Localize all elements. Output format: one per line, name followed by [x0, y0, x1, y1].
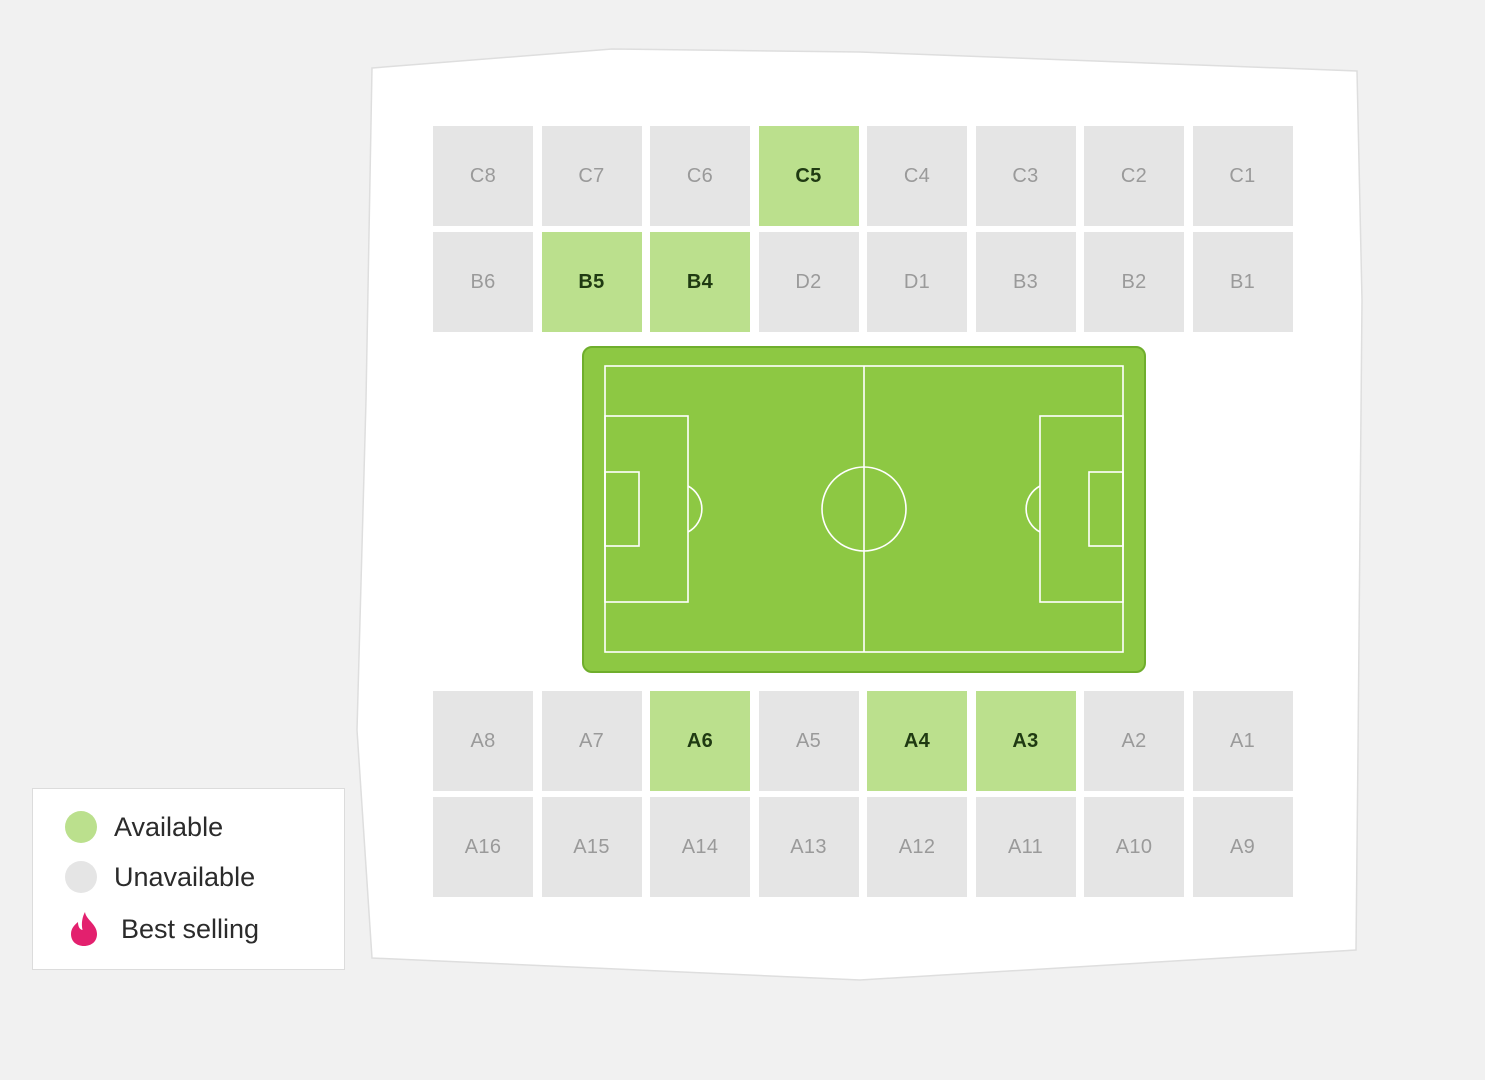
seat-row-a-bottom: A16 A15 A14 A13 A12 A11 A10 A9 — [433, 797, 1293, 897]
seat-block-a3[interactable]: A3 — [975, 691, 1076, 791]
seat-row-c: C8 C7 C6 C5 C4 C3 C2 C1 — [433, 126, 1293, 226]
seat-block-a10: A10 — [1084, 797, 1184, 897]
seat-block-c3: C3 — [975, 126, 1076, 226]
seat-row-b: B6 B5 B4 D2 D1 B3 B2 B1 — [433, 232, 1293, 332]
legend-label-available: Available — [114, 811, 224, 842]
seat-block-b1: B1 — [1192, 232, 1293, 332]
seat-block-a13: A13 — [758, 797, 859, 897]
legend-label-unavailable: Unavailable — [114, 861, 256, 892]
legend-item-unavailable: Unavailable — [65, 861, 255, 893]
seat-block-c1: C1 — [1192, 126, 1293, 226]
seat-block-b5[interactable]: B5 — [541, 232, 642, 332]
seat-block-b6: B6 — [433, 232, 533, 332]
seat-block-c5[interactable]: C5 — [758, 126, 859, 226]
seat-block-a12: A12 — [867, 797, 967, 897]
seat-block-a9: A9 — [1192, 797, 1293, 897]
seat-block-a15: A15 — [541, 797, 642, 897]
seat-legend: Available Unavailable Best selling — [32, 788, 345, 970]
legend-item-best-selling: Best selling — [68, 911, 259, 947]
legend-item-available: Available — [65, 811, 223, 843]
seat-block-a2: A2 — [1084, 691, 1184, 791]
seat-block-c8: C8 — [433, 126, 533, 226]
seat-block-a14: A14 — [650, 797, 750, 897]
seat-block-a7: A7 — [541, 691, 642, 791]
seat-block-d2: D2 — [758, 232, 859, 332]
seat-block-a8: A8 — [433, 691, 533, 791]
seat-block-a11: A11 — [975, 797, 1076, 897]
seat-block-c2: C2 — [1084, 126, 1184, 226]
green-dot-icon — [65, 811, 97, 843]
seat-block-b3: B3 — [975, 232, 1076, 332]
seat-row-a-top: A8 A7 A6 A5 A4 A3 A2 A1 — [433, 691, 1293, 791]
seat-block-c4: C4 — [867, 126, 967, 226]
seat-block-a5: A5 — [758, 691, 859, 791]
seat-block-a6[interactable]: A6 — [650, 691, 750, 791]
legend-label-best-selling: Best selling — [121, 913, 260, 944]
seat-block-b4[interactable]: B4 — [650, 232, 750, 332]
seat-block-c6: C6 — [650, 126, 750, 226]
seat-block-c7: C7 — [541, 126, 642, 226]
football-pitch — [582, 346, 1146, 673]
flame-icon — [68, 911, 100, 947]
seat-block-a4[interactable]: A4 — [867, 691, 967, 791]
seat-block-a1: A1 — [1192, 691, 1293, 791]
seat-block-d1: D1 — [867, 232, 967, 332]
grey-dot-icon — [65, 861, 97, 893]
seat-block-b2: B2 — [1084, 232, 1184, 332]
seat-block-a16: A16 — [433, 797, 533, 897]
